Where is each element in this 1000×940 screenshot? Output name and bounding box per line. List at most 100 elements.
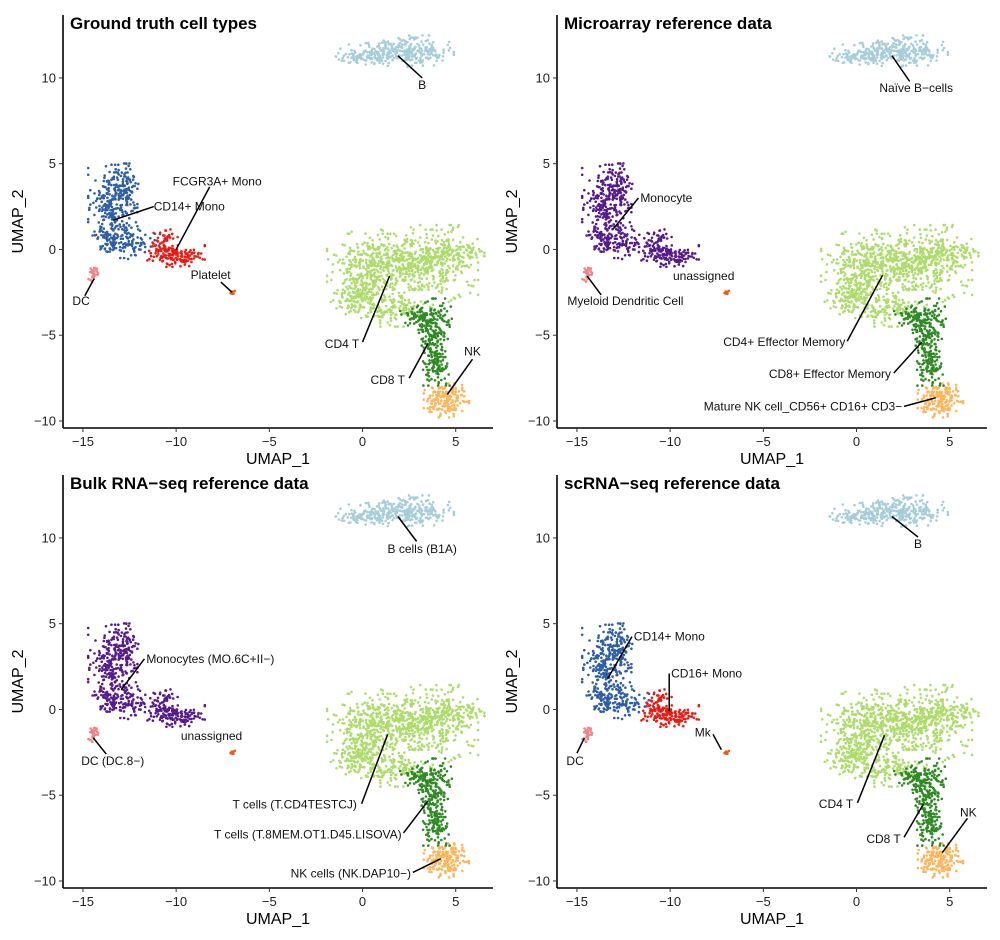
point	[111, 194, 114, 197]
point	[439, 282, 442, 286]
point	[348, 291, 351, 295]
point	[188, 257, 192, 261]
point	[646, 242, 649, 246]
point	[433, 281, 436, 284]
point	[589, 206, 592, 209]
point	[416, 310, 419, 314]
point	[934, 272, 937, 276]
point	[412, 38, 416, 41]
point	[430, 359, 434, 362]
point	[946, 257, 949, 261]
point	[359, 316, 363, 320]
point	[657, 234, 660, 237]
point	[870, 285, 874, 289]
label-text: Platelet	[191, 268, 232, 282]
point	[597, 211, 601, 215]
point	[112, 171, 116, 174]
point	[377, 53, 381, 57]
point	[883, 319, 887, 322]
point	[940, 43, 944, 47]
point	[133, 250, 136, 253]
point	[436, 251, 440, 254]
cluster-DC	[581, 266, 594, 284]
point	[925, 228, 928, 231]
point	[355, 279, 359, 282]
point	[127, 239, 131, 243]
point	[914, 40, 917, 43]
point	[693, 252, 697, 255]
point	[347, 310, 351, 314]
point	[695, 258, 698, 261]
point	[940, 270, 944, 273]
point	[108, 211, 111, 215]
point	[836, 54, 840, 58]
point	[395, 56, 399, 60]
point	[175, 258, 179, 262]
point	[184, 255, 187, 259]
point	[857, 58, 860, 62]
point	[899, 272, 903, 276]
point	[431, 40, 435, 44]
point	[424, 326, 428, 330]
point	[429, 348, 433, 351]
point	[661, 233, 665, 237]
point	[373, 47, 376, 51]
point	[364, 41, 368, 45]
point	[923, 56, 926, 60]
point	[424, 270, 427, 273]
point	[348, 52, 351, 56]
point	[427, 241, 430, 245]
point	[158, 231, 162, 234]
point	[106, 192, 109, 195]
point	[399, 269, 402, 273]
point	[149, 236, 152, 240]
label-leader-line	[220, 281, 233, 293]
point	[408, 49, 412, 53]
point	[959, 280, 963, 284]
point	[411, 287, 414, 291]
point	[409, 278, 413, 282]
point	[415, 314, 419, 318]
point	[886, 42, 889, 46]
point	[403, 251, 407, 255]
point	[126, 194, 129, 197]
point	[895, 272, 898, 275]
point	[431, 274, 435, 278]
point	[447, 300, 451, 304]
point	[682, 250, 685, 254]
point	[954, 265, 958, 268]
point	[621, 188, 625, 192]
point	[157, 248, 160, 252]
point	[445, 257, 449, 261]
point	[881, 61, 884, 65]
point	[375, 255, 378, 259]
point	[416, 264, 420, 267]
point	[432, 359, 436, 363]
point	[446, 264, 450, 268]
point	[178, 257, 182, 261]
point	[852, 266, 856, 270]
point	[630, 210, 633, 214]
point	[627, 203, 630, 207]
point	[916, 52, 920, 56]
point	[119, 174, 123, 178]
point	[848, 260, 851, 264]
point	[688, 255, 692, 258]
point	[428, 259, 432, 263]
point	[86, 196, 90, 199]
point	[419, 248, 422, 252]
point	[907, 287, 910, 291]
point	[590, 197, 593, 200]
point	[597, 174, 600, 177]
point	[351, 249, 354, 253]
point	[391, 292, 395, 296]
point	[642, 257, 645, 261]
point	[113, 163, 117, 166]
point	[930, 261, 933, 264]
point	[908, 264, 911, 268]
point	[839, 270, 843, 273]
point	[404, 321, 407, 325]
point	[923, 247, 926, 250]
point	[110, 163, 113, 166]
point	[680, 252, 683, 255]
